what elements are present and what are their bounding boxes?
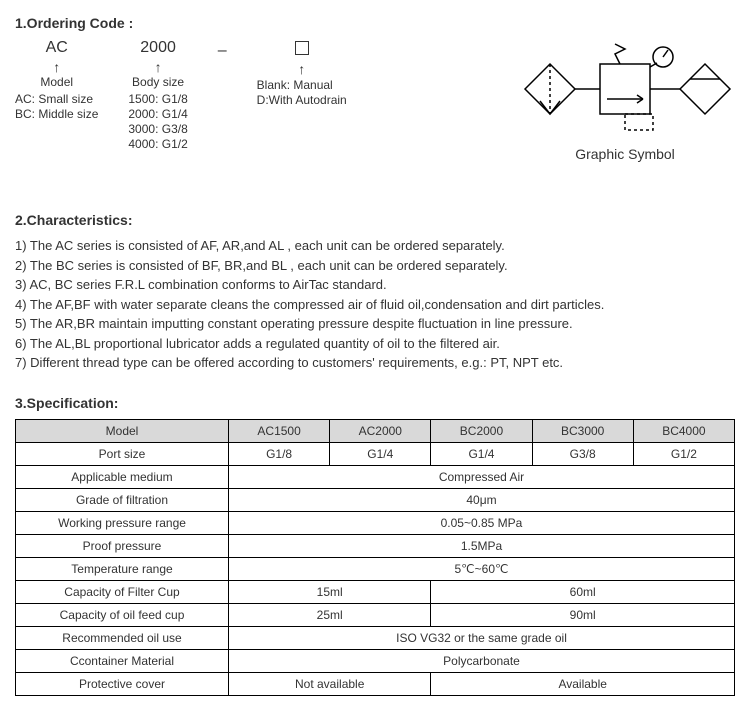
cell: 60ml [431,580,735,603]
th: BC3000 [532,419,633,442]
option-line: D:With Autodrain [257,93,347,107]
th-model: Model [16,419,229,442]
cell: Compressed Air [229,465,735,488]
arrow-up-icon: ↑ [128,59,187,75]
row-label: Temperature range [16,557,229,580]
section3-title: 3.Specification: [15,395,735,411]
body-line: 1500: G1/8 [128,92,187,106]
char-item: 4) The AF,BF with water separate cleans … [15,295,735,315]
model-line: BC: Middle size [15,107,98,121]
char-item: 6) The AL,BL proportional lubricator add… [15,334,735,354]
table-row: Working pressure range 0.05~0.85 MPa [16,511,735,534]
table-header-row: Model AC1500 AC2000 BC2000 BC3000 BC4000 [16,419,735,442]
code-dash: – [218,39,227,60]
body-line: 2000: G1/4 [128,107,187,121]
spec-table: Model AC1500 AC2000 BC2000 BC3000 BC4000… [15,419,735,696]
section-characteristics: 2.Characteristics: 1) The AC series is c… [15,212,735,373]
cell: G1/4 [330,442,431,465]
row-label: Capacity of Filter Cup [16,580,229,603]
arrow-up-icon: ↑ [257,61,347,77]
cell: 1.5MPa [229,534,735,557]
code-label-body: Body size [128,75,187,89]
table-row: Proof pressure 1.5MPa [16,534,735,557]
cell: G1/2 [633,442,734,465]
cell: G1/4 [431,442,532,465]
cell: Available [431,672,735,695]
table-row: Capacity of oil feed cup 25ml 90ml [16,603,735,626]
cell: ISO VG32 or the same grade oil [229,626,735,649]
char-item: 1) The AC series is consisted of AF, AR,… [15,236,735,256]
symbol-caption: Graphic Symbol [515,146,735,162]
table-row: Capacity of Filter Cup 15ml 60ml [16,580,735,603]
table-row: Temperature range 5℃~60℃ [16,557,735,580]
row-label: Ccontainer Material [16,649,229,672]
model-line: AC: Small size [15,92,98,106]
cell: 5℃~60℃ [229,557,735,580]
row-label: Grade of filtration [16,488,229,511]
table-row: Recommended oil use ISO VG32 or the same… [16,626,735,649]
code-header-body: 2000 [128,39,187,57]
table-row: Applicable medium Compressed Air [16,465,735,488]
code-col-model: AC ↑ Model AC: Small size BC: Middle siz… [15,39,98,122]
char-item: 5) The AR,BR maintain imputting constant… [15,314,735,334]
row-label: Working pressure range [16,511,229,534]
body-line: 3000: G3/8 [128,122,187,136]
char-item: 7) Different thread type can be offered … [15,353,735,373]
char-item: 2) The BC series is consisted of BF, BR,… [15,256,735,276]
th: AC1500 [229,419,330,442]
code-col-bodysize: 2000 ↑ Body size 1500: G1/8 2000: G1/4 3… [128,39,187,152]
option-line: Blank: Manual [257,78,347,92]
th: AC2000 [330,419,431,442]
table-row: Protective cover Not available Available [16,672,735,695]
square-icon [295,41,309,55]
th: BC2000 [431,419,532,442]
table-row: Grade of filtration 40μm [16,488,735,511]
row-label: Port size [16,442,229,465]
cell: 25ml [229,603,431,626]
section-ordering-code: 1.Ordering Code : AC ↑ Model AC: Small s… [15,15,735,162]
cell: 15ml [229,580,431,603]
row-label: Applicable medium [16,465,229,488]
th: BC4000 [633,419,734,442]
code-label-model: Model [15,75,98,89]
ordering-code-row: AC ↑ Model AC: Small size BC: Middle siz… [15,39,735,162]
row-label: Capacity of oil feed cup [16,603,229,626]
arrow-up-icon: ↑ [15,59,98,75]
code-col-option: ↑ Blank: Manual D:With Autodrain [257,39,347,108]
row-label: Protective cover [16,672,229,695]
cell: 40μm [229,488,735,511]
row-label: Recommended oil use [16,626,229,649]
table-row: Port size G1/8 G1/4 G1/4 G3/8 G1/2 [16,442,735,465]
cell: 90ml [431,603,735,626]
section-specification: 3.Specification: Model AC1500 AC2000 BC2… [15,395,735,696]
body-line: 4000: G1/2 [128,137,187,151]
table-row: Ccontainer Material Polycarbonate [16,649,735,672]
pneumatic-symbol-icon [515,39,735,139]
cell: Not available [229,672,431,695]
char-item: 3) AC, BC series F.R.L combination confo… [15,275,735,295]
section2-title: 2.Characteristics: [15,212,735,228]
cell: G1/8 [229,442,330,465]
code-header-model: AC [15,39,98,57]
section1-title: 1.Ordering Code : [15,15,735,31]
cell: 0.05~0.85 MPa [229,511,735,534]
cell: G3/8 [532,442,633,465]
cell: Polycarbonate [229,649,735,672]
row-label: Proof pressure [16,534,229,557]
characteristics-list: 1) The AC series is consisted of AF, AR,… [15,236,735,373]
graphic-symbol: Graphic Symbol [515,39,735,162]
